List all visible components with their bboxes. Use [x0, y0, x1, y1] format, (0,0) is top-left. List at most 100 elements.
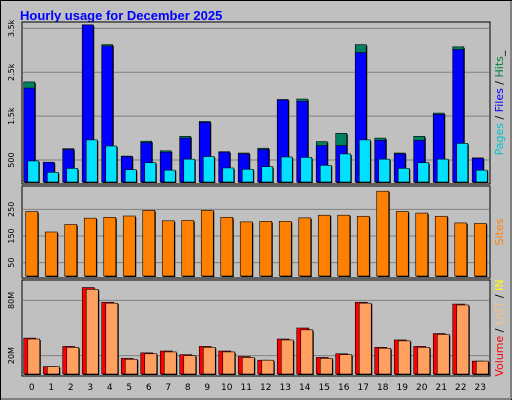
- sites-bar-3: [83, 217, 97, 277]
- legend-entry: Hits: [493, 56, 506, 78]
- panel-volume-frame: [21, 279, 491, 377]
- legend-entry: /: [493, 77, 506, 88]
- out-bar-14: [300, 329, 314, 375]
- sites-bar-7: [161, 220, 175, 277]
- pages-bar-22: [456, 143, 469, 183]
- pages-bar-8: [183, 158, 196, 183]
- pages-bar-6: [144, 162, 157, 183]
- sites-bar-5: [122, 215, 136, 277]
- x-tick-label: 20: [416, 383, 428, 393]
- sites-bar-12: [259, 221, 273, 277]
- panel-hits-legend: Pages / Files / Hits_: [493, 50, 506, 155]
- pages-bar-17: [358, 139, 371, 183]
- sites-bar-21: [434, 215, 448, 277]
- pages-bar-3: [85, 139, 98, 183]
- sites-bar-18: [376, 190, 390, 277]
- out-bar-1: [46, 366, 60, 375]
- legend-entry: Sites: [493, 218, 506, 245]
- x-tick-label: 7: [165, 383, 171, 393]
- sites-bar-22: [454, 222, 468, 277]
- x-tick-label: 9: [204, 383, 210, 393]
- out-bar-3: [85, 289, 99, 375]
- out-bar-0: [27, 338, 41, 375]
- x-tick-label: 10: [221, 383, 233, 393]
- sites-bar-19: [395, 211, 409, 277]
- out-bar-15: [319, 358, 333, 375]
- pages-bar-15: [319, 165, 332, 183]
- legend-entry: Files: [493, 88, 506, 112]
- panel-volume-legend: Volume / OUT / IN: [493, 279, 506, 376]
- panel-sites-legend: Sites: [493, 218, 506, 245]
- panel-sites-ytick: 150: [7, 228, 16, 243]
- x-tick-label: 14: [299, 383, 311, 393]
- out-bar-8: [183, 355, 197, 375]
- chart-title: Hourly usage for December 2025: [20, 8, 222, 23]
- x-tick-label: 6: [146, 383, 152, 393]
- sites-bar-20: [415, 212, 429, 277]
- out-bar-23: [475, 360, 489, 375]
- out-bar-18: [378, 347, 392, 375]
- panel-sites-ytick: 50: [7, 258, 16, 268]
- sites-bar-2: [64, 224, 78, 277]
- out-bar-4: [105, 302, 119, 375]
- out-bar-21: [436, 334, 450, 375]
- out-bar-16: [339, 354, 353, 375]
- legend-entry: /: [493, 291, 506, 302]
- out-bar-11: [241, 357, 255, 375]
- panel-hits-ytick: 1.5k: [7, 107, 16, 125]
- x-tick-label: 17: [358, 383, 369, 393]
- x-tick-label: 21: [436, 383, 447, 393]
- sites-bar-16: [337, 214, 351, 277]
- out-bar-10: [222, 351, 236, 375]
- x-tick-label: 3: [87, 383, 93, 393]
- sites-bar-11: [239, 221, 253, 277]
- x-tick-label: 11: [241, 383, 252, 393]
- pages-bar-9: [202, 156, 215, 183]
- legend-entry: OUT: [493, 301, 506, 325]
- legend-entry: IN: [493, 279, 506, 290]
- sites-bar-8: [181, 220, 195, 277]
- x-tick-label: 5: [126, 383, 132, 393]
- out-bar-13: [280, 339, 294, 375]
- pages-bar-19: [397, 168, 410, 183]
- pages-bar-5: [124, 169, 137, 183]
- legend-entry: Volume: [493, 335, 506, 376]
- out-bar-19: [397, 340, 411, 375]
- x-tick-label: 8: [185, 383, 191, 393]
- x-tick-label: 15: [319, 383, 330, 393]
- pages-bar-21: [436, 158, 449, 183]
- x-axis: 0 1 2 3 4 5 6 7 8 9 10 11 12 13 14 15 16 17 18 19 20 21 22 23: [29, 383, 486, 393]
- x-tick-label: 22: [455, 383, 466, 393]
- legend-entry: Pages: [493, 123, 506, 156]
- out-bar-17: [358, 302, 372, 375]
- x-tick-label: 18: [377, 383, 389, 393]
- sites-bar-10: [220, 217, 234, 277]
- pages-bar-14: [300, 157, 313, 183]
- sites-bar-0: [25, 211, 39, 277]
- pages-bar-20: [417, 162, 430, 183]
- panel-sites: 50 150 250 Sites: [7, 185, 506, 279]
- panel-volume-ytick: 20M: [7, 347, 16, 364]
- out-bar-2: [66, 347, 80, 375]
- out-bar-9: [202, 347, 216, 375]
- out-bar-12: [261, 359, 275, 375]
- x-tick-label: 12: [260, 383, 271, 393]
- panel-hits-ytick: 2.5k: [7, 63, 16, 81]
- x-tick-label: 2: [68, 383, 74, 393]
- pages-bar-11: [241, 168, 254, 183]
- x-tick-label: 23: [475, 383, 486, 393]
- x-tick-label: 4: [107, 383, 113, 393]
- sites-bar-4: [103, 217, 117, 277]
- x-tick-label: 13: [280, 383, 291, 393]
- out-bar-20: [417, 347, 431, 375]
- sites-bar-13: [278, 221, 292, 277]
- panel-sites-ytick: 250: [7, 202, 16, 217]
- panel-hits-frame: [21, 21, 491, 185]
- sites-bar-9: [200, 210, 214, 277]
- x-tick-label: 0: [29, 383, 35, 393]
- chart-panels: 500 1.5k 2.5k 3.5k Pages / Files / Hits_ 50 15…: [7, 19, 506, 376]
- panel-hits-ytick: 3.5k: [7, 19, 16, 37]
- out-bar-6: [144, 353, 158, 375]
- out-bar-5: [124, 358, 138, 375]
- pages-bar-12: [261, 166, 274, 183]
